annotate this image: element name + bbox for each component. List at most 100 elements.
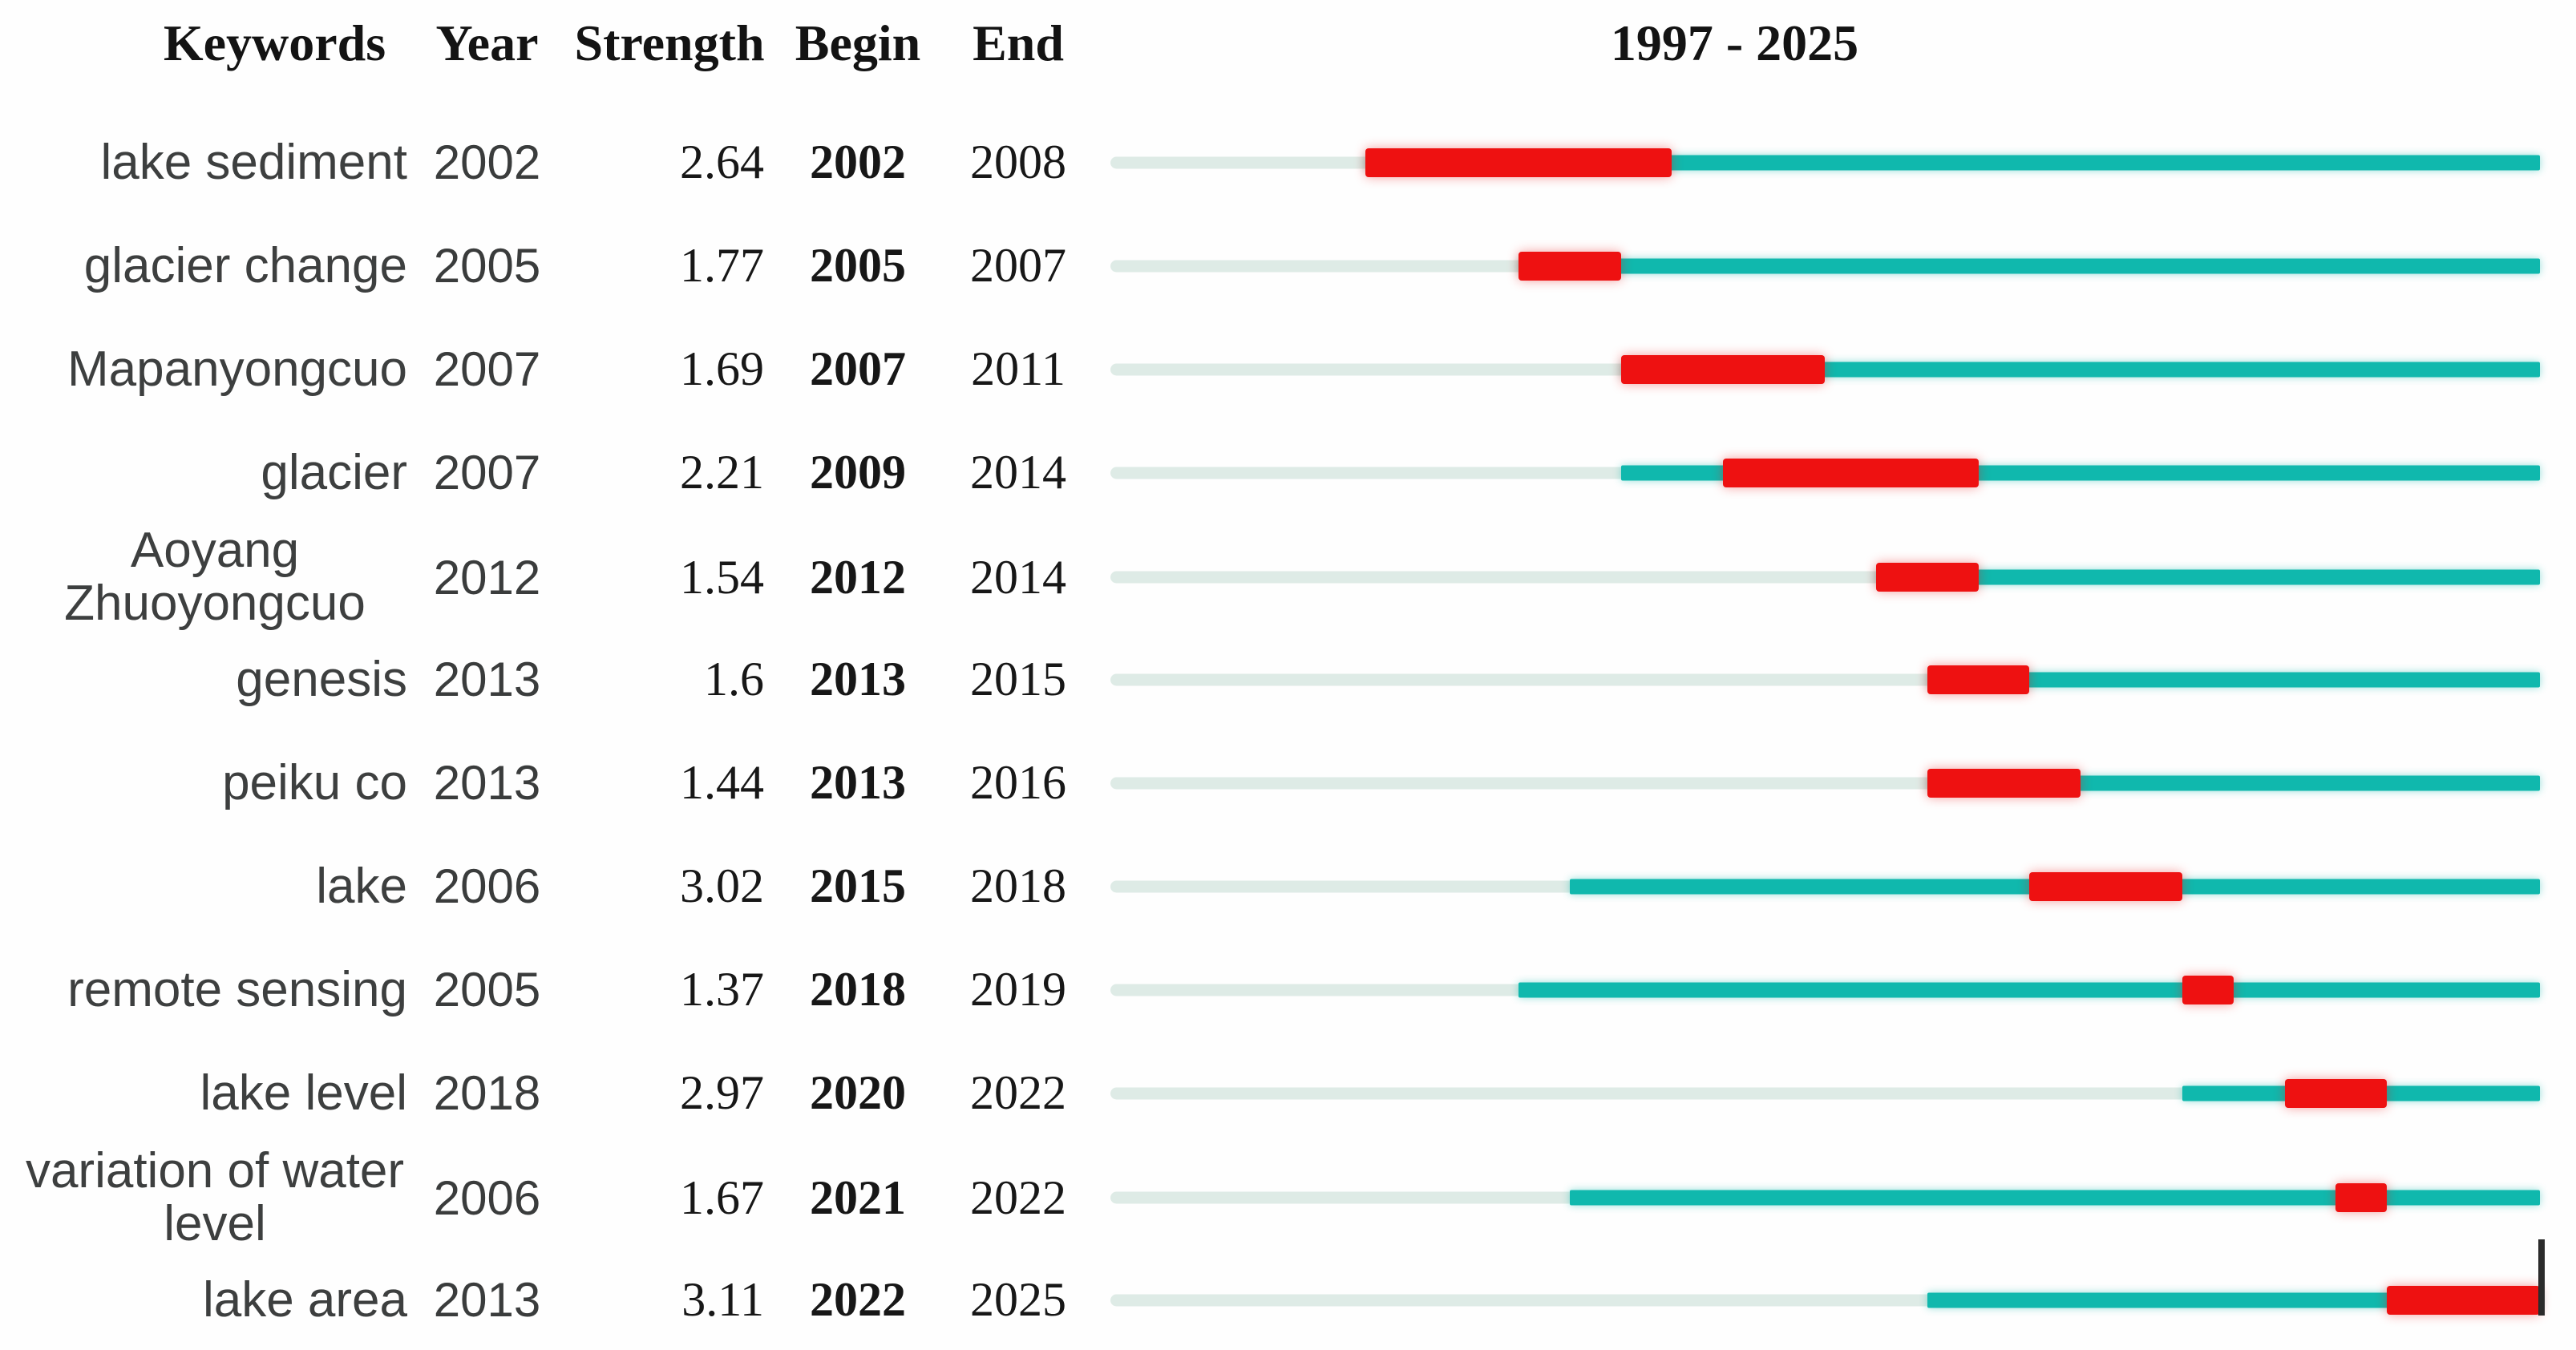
strength-value-text: 1.69 — [680, 342, 764, 395]
timeline-cell — [1102, 1239, 2576, 1350]
year-value-text: 2013 — [433, 1273, 541, 1327]
keyword-label: lake — [0, 835, 417, 938]
inactive-segment — [1110, 260, 1519, 272]
inactive-segment — [1110, 467, 1621, 479]
year-value: 2002 — [417, 111, 557, 214]
table-row: Mapanyongcuo 2007 1.69 2007 2011 — [0, 317, 2576, 421]
burst-segment — [1927, 665, 2030, 694]
end-value: 2014 — [934, 524, 1102, 630]
burst-segment — [1365, 148, 1672, 177]
burst-segment — [1876, 563, 1979, 592]
begin-value-text: 2015 — [810, 859, 906, 912]
keyword-label-text: lake area — [202, 1271, 407, 1328]
strength-value-text: 1.54 — [680, 550, 764, 604]
year-value-text: 2007 — [433, 446, 541, 499]
table-row: lake area 2013 3.11 2022 2025 — [0, 1239, 2576, 1350]
strength-value-text: 1.44 — [680, 756, 764, 809]
year-value: 2006 — [417, 835, 557, 938]
begin-value: 2015 — [782, 835, 934, 938]
table-row: lake level 2018 2.97 2020 2022 — [0, 1041, 2576, 1145]
column-header-strength: Strength — [574, 14, 765, 71]
burst-segment — [1620, 354, 1826, 384]
inactive-segment — [1110, 571, 1877, 584]
end-value-text: 2015 — [970, 653, 1066, 705]
year-value: 2007 — [417, 421, 557, 524]
end-value: 2019 — [934, 938, 1102, 1041]
burst-rows: lake sediment 2002 2.64 2002 2008 glacier cha… — [0, 111, 2576, 1350]
active-segment — [1927, 775, 2540, 790]
keyword-label: lake sediment — [0, 111, 417, 214]
table-row: lake sediment 2002 2.64 2002 2008 — [0, 111, 2576, 214]
year-value: 2006 — [417, 1145, 557, 1251]
end-value-text: 2018 — [970, 859, 1066, 912]
keyword-label: peiku co — [0, 731, 417, 835]
timeline-cell — [1102, 1041, 2576, 1145]
begin-value-text: 2012 — [810, 550, 906, 604]
keyword-label: Aoyang Zhuoyongcuo — [0, 524, 417, 630]
table-row: glacier 2007 2.21 2009 2014 — [0, 421, 2576, 524]
begin-value-text: 2013 — [810, 653, 906, 705]
keyword-label-text: variation of water level — [25, 1143, 405, 1251]
end-value-text: 2007 — [970, 239, 1066, 292]
year-value: 2007 — [417, 317, 557, 421]
inactive-segment — [1110, 984, 1519, 996]
begin-value-text: 2007 — [810, 342, 906, 395]
strength-value-text: 3.02 — [680, 859, 764, 912]
active-segment — [1570, 1190, 2540, 1206]
begin-value-text: 2020 — [810, 1066, 906, 1119]
active-segment — [1927, 672, 2540, 687]
timeline-track — [1110, 1041, 2540, 1145]
year-value: 2012 — [417, 524, 557, 630]
strength-value-text: 1.77 — [680, 239, 764, 292]
strength-value: 1.37 — [557, 938, 782, 1041]
inactive-segment — [1110, 363, 1621, 375]
active-segment — [1876, 569, 2540, 585]
strength-value: 2.64 — [557, 111, 782, 214]
end-value-text: 2011 — [971, 342, 1066, 395]
year-value-text: 2006 — [433, 1170, 541, 1225]
keyword-label-text: genesis — [236, 651, 407, 707]
timeline-track — [1110, 421, 2540, 524]
timeline-cell — [1102, 731, 2576, 835]
keyword-label: lake area — [0, 1248, 417, 1350]
table-row: glacier change 2005 1.77 2005 2007 — [0, 214, 2576, 317]
table-header-row: Keywords Year Strength Begin End 1997 - … — [0, 0, 2576, 87]
end-value: 2022 — [934, 1145, 1102, 1251]
table-row: genesis 2013 1.6 2013 2015 — [0, 628, 2576, 731]
keyword-label: variation of water level — [0, 1145, 417, 1251]
timeline-range-title: 1997 - 2025 — [1610, 14, 1859, 71]
begin-value-text: 2018 — [810, 963, 906, 1016]
strength-value-text: 2.97 — [680, 1066, 764, 1119]
strength-value: 2.21 — [557, 421, 782, 524]
burst-segment — [2182, 975, 2234, 1004]
active-segment — [1620, 362, 2540, 377]
strength-value-text: 2.64 — [680, 135, 764, 188]
end-value-text: 2022 — [970, 1170, 1066, 1224]
begin-value: 2012 — [782, 524, 934, 630]
end-value-text: 2022 — [970, 1066, 1066, 1119]
keyword-label: Mapanyongcuo — [0, 317, 417, 421]
begin-value: 2009 — [782, 421, 934, 524]
year-value: 2018 — [417, 1041, 557, 1145]
inactive-segment — [1110, 1294, 1927, 1306]
timeline-cell — [1102, 1145, 2576, 1251]
keyword-label-text: remote sensing — [67, 961, 407, 1017]
inactive-segment — [1110, 156, 1366, 168]
end-value: 2014 — [934, 421, 1102, 524]
table-row: variation of water level 2006 1.67 2021 2022 — [0, 1145, 2576, 1251]
begin-value: 2005 — [782, 214, 934, 317]
inactive-segment — [1110, 673, 1927, 685]
keyword-label: glacier — [0, 421, 417, 524]
end-value-text: 2019 — [970, 963, 1066, 1016]
begin-value-text: 2022 — [810, 1273, 906, 1326]
burst-segment — [2029, 871, 2183, 901]
begin-value-text: 2013 — [810, 756, 906, 809]
burst-segment — [1927, 768, 2081, 798]
timeline-track — [1110, 214, 2540, 317]
year-value-text: 2005 — [433, 239, 541, 293]
table-row: remote sensing 2005 1.37 2018 2019 — [0, 938, 2576, 1041]
year-value-text: 2013 — [433, 653, 541, 706]
year-value-text: 2012 — [433, 550, 541, 604]
end-value: 2011 — [934, 317, 1102, 421]
burst-segment — [2335, 1183, 2387, 1212]
